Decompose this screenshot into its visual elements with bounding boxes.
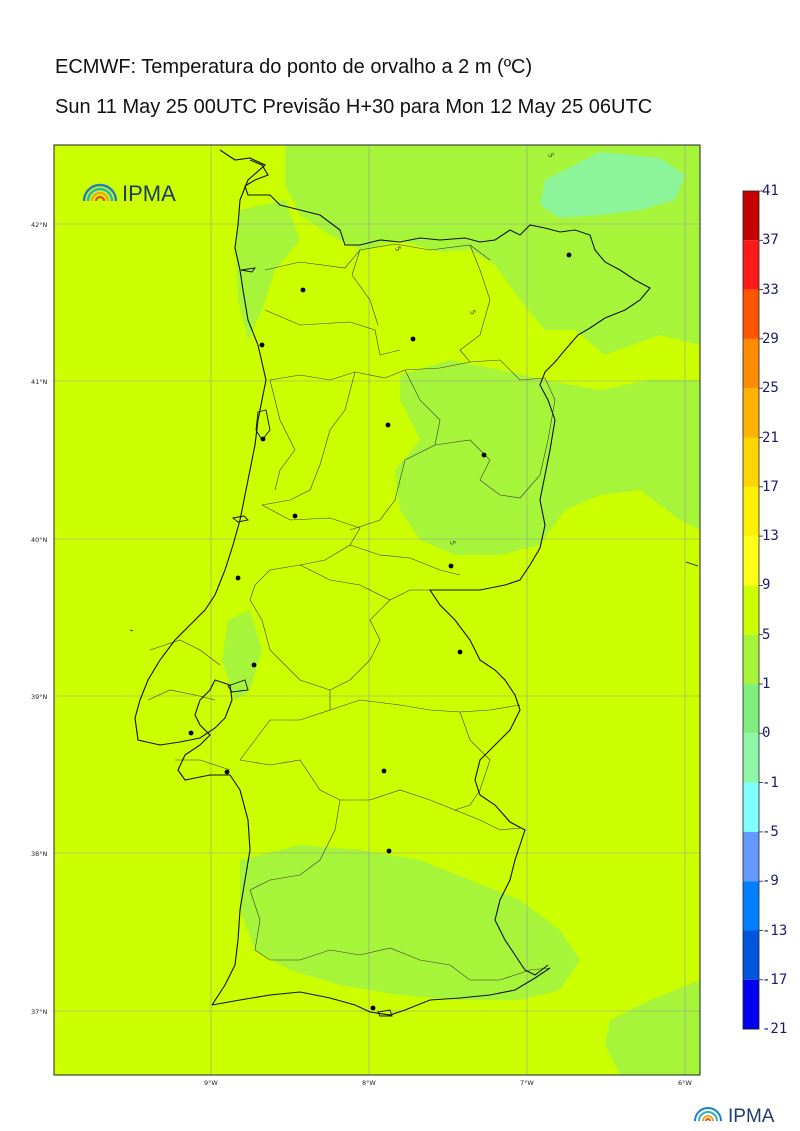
colorbar-segment bbox=[743, 191, 759, 241]
city-marker bbox=[370, 1005, 376, 1011]
footer-logo-text: IPMA bbox=[728, 1106, 775, 1127]
dewpoint-area-interior bbox=[395, 360, 700, 555]
lat-label: 40°N bbox=[31, 536, 48, 544]
dewpoint-area-coldest bbox=[540, 152, 685, 218]
city-marker bbox=[251, 662, 257, 668]
colorbar-label: -13 bbox=[762, 922, 788, 939]
colorbar-segment bbox=[743, 979, 759, 1030]
city-marker bbox=[235, 575, 241, 581]
colorbar-label: 1 bbox=[762, 676, 771, 692]
colorbar-segment bbox=[743, 536, 759, 586]
lon-label: 6°W bbox=[678, 1079, 692, 1087]
colorbar bbox=[742, 190, 763, 1030]
lon-label: 9°W bbox=[204, 1079, 218, 1087]
city-marker bbox=[410, 336, 416, 342]
dewpoint-area-alentejo bbox=[240, 845, 580, 1000]
colorbar-label: 29 bbox=[762, 330, 779, 347]
city-marker bbox=[566, 252, 572, 258]
colorbar-label: 5 bbox=[762, 626, 771, 643]
lon-label: 8°W bbox=[362, 1079, 376, 1087]
dewpoint-area-coast-mid bbox=[222, 610, 262, 700]
colorbar-label: 41 bbox=[762, 183, 779, 199]
colorbar-segment bbox=[743, 733, 759, 783]
contour-label: 5 bbox=[448, 540, 457, 546]
coastline bbox=[134, 149, 651, 1016]
rainbow-icon bbox=[694, 1107, 722, 1122]
colorbar-label: -9 bbox=[762, 873, 779, 890]
forecast-subtitle: Sun 11 May 25 00UTC Previsão H+30 para M… bbox=[55, 96, 653, 118]
map-frame bbox=[53, 144, 701, 1076]
city-marker bbox=[300, 287, 306, 293]
colorbar-label: -1 bbox=[762, 774, 779, 791]
colorbar-segment bbox=[743, 684, 759, 734]
colorbar-segment bbox=[743, 831, 759, 882]
latitude-labels: 42°N 41°N 40°N 39°N 38°N 37°N bbox=[31, 221, 48, 1016]
contour-label: 5 bbox=[468, 309, 477, 316]
ipma-logo: IPMA bbox=[82, 181, 176, 206]
graticule bbox=[54, 145, 700, 1075]
ipma-logo-text: IPMA bbox=[122, 181, 176, 206]
contour-labels: 5 5 5 5 bbox=[393, 152, 555, 546]
rainbow-icon bbox=[82, 183, 118, 202]
lat-label: 38°N bbox=[31, 850, 48, 858]
dewpoint-area-southeast bbox=[605, 980, 700, 1075]
colorbar-label: -5 bbox=[762, 823, 779, 840]
city-marker bbox=[292, 513, 298, 519]
dewpoint-area-coast-north bbox=[236, 200, 300, 340]
colorbar-label: 21 bbox=[762, 429, 779, 446]
colorbar-label: 17 bbox=[762, 478, 779, 495]
colorbar-segment bbox=[743, 930, 759, 980]
lat-label: 37°N bbox=[31, 1008, 48, 1016]
longitude-labels: 9°W 8°W 7°W 6°W bbox=[204, 1079, 692, 1087]
city-marker bbox=[385, 422, 391, 428]
colorbar-label: 37 bbox=[762, 232, 779, 249]
city-marker bbox=[457, 649, 463, 655]
lat-label: 42°N bbox=[31, 221, 48, 229]
colorbar-label: 0 bbox=[762, 725, 771, 742]
city-markers bbox=[188, 252, 572, 1011]
city-marker bbox=[188, 730, 194, 736]
colorbar-label: -21 bbox=[762, 1021, 788, 1038]
colorbar-segment bbox=[743, 634, 759, 684]
colorbar-label: 13 bbox=[762, 528, 779, 545]
colorbar-outline bbox=[742, 190, 760, 1030]
city-marker bbox=[381, 768, 387, 774]
city-marker bbox=[481, 452, 487, 458]
colorbar-label: 25 bbox=[762, 380, 779, 397]
colorbar-segment bbox=[743, 338, 759, 389]
map-title: ECMWF: Temperatura do ponto de orvalho a… bbox=[55, 56, 533, 78]
colorbar-label: -17 bbox=[762, 971, 788, 988]
colorbar-segment bbox=[743, 388, 759, 438]
colorbar-label: 9 bbox=[762, 577, 771, 594]
footer-ipma-logo: IPMA bbox=[694, 1106, 775, 1127]
city-marker bbox=[224, 769, 230, 775]
contour-label: 5 bbox=[393, 245, 402, 253]
colorbar-segment bbox=[743, 437, 759, 487]
lat-label: 41°N bbox=[31, 378, 48, 386]
colorbar-label: 33 bbox=[762, 281, 779, 298]
coastal-details bbox=[129, 267, 699, 1017]
colorbar-segment bbox=[743, 585, 759, 635]
city-marker bbox=[259, 342, 265, 348]
city-marker bbox=[260, 436, 266, 442]
colorbar-segment bbox=[743, 782, 759, 832]
lat-label: 39°N bbox=[31, 693, 48, 701]
colorbar-segment bbox=[743, 881, 759, 931]
contour-label: 5 bbox=[546, 152, 555, 159]
district-boundaries bbox=[147, 243, 556, 981]
city-marker bbox=[448, 563, 454, 569]
colorbar-segment bbox=[743, 486, 759, 537]
city-marker bbox=[386, 848, 392, 854]
colorbar-segment bbox=[743, 289, 759, 339]
lon-label: 7°W bbox=[520, 1079, 534, 1087]
colorbar-segment bbox=[743, 240, 759, 290]
